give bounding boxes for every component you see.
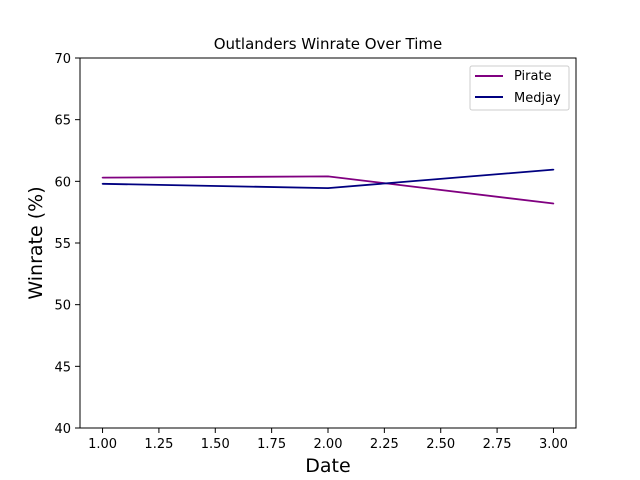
- data-point-pirate: [101, 176, 104, 179]
- x-tick-label: 3.00: [539, 437, 568, 452]
- legend-label-medjay: Medjay: [514, 91, 561, 106]
- y-tick-label: 40: [54, 422, 71, 437]
- y-tick-label: 60: [54, 175, 71, 190]
- y-tick-label: 50: [54, 299, 71, 314]
- x-tick-label: 2.75: [483, 437, 512, 452]
- data-point-medjay: [101, 183, 104, 185]
- data-point-medjay: [327, 187, 329, 189]
- x-tick-label: 1.25: [144, 437, 173, 452]
- data-point-medjay: [552, 168, 555, 171]
- x-tick-label: 1.50: [201, 437, 230, 452]
- x-axis-label: Date: [305, 455, 350, 477]
- x-tick-label: 2.50: [426, 437, 455, 452]
- plot-area: [80, 58, 576, 428]
- y-tick-label: 55: [54, 237, 71, 252]
- legend-label-pirate: Pirate: [514, 69, 552, 84]
- y-tick-label: 45: [54, 360, 71, 375]
- y-axis-label: Winrate (%): [25, 186, 47, 299]
- y-tick-label: 65: [54, 114, 71, 129]
- y-tick-label: 70: [54, 52, 71, 67]
- x-axis-ticks: 1.00 1.25 1.50 1.75 2.00 2.25 2.50 2.75 3.00: [88, 428, 568, 452]
- x-tick-label: 1.75: [257, 437, 286, 452]
- chart-title: Outlanders Winrate Over Time: [214, 35, 443, 53]
- legend: Pirate Medjay: [469, 65, 570, 111]
- x-tick-label: 2.00: [314, 437, 343, 452]
- series-layer: [101, 168, 555, 205]
- x-tick-label: 1.00: [88, 437, 117, 452]
- data-point-pirate: [552, 202, 555, 205]
- x-tick-label: 2.25: [370, 437, 399, 452]
- y-axis-ticks: 40 45 50 55 60 65 70: [54, 52, 80, 437]
- data-point-pirate: [327, 175, 329, 178]
- plot-frame: [79, 57, 577, 429]
